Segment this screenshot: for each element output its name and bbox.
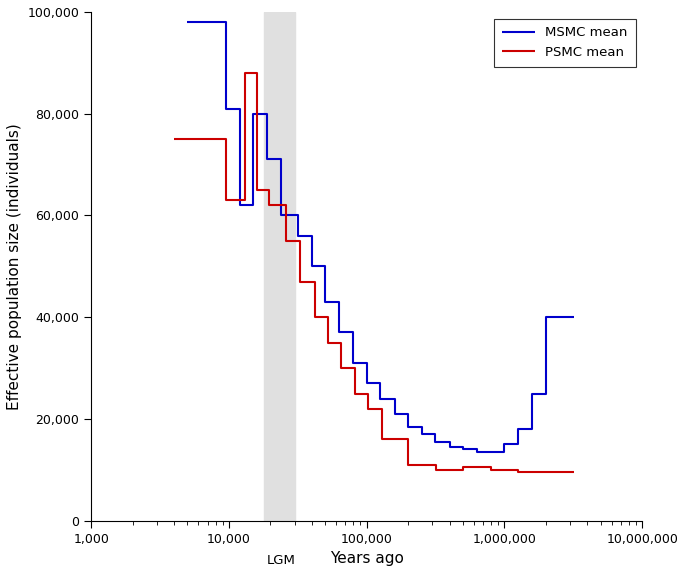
MSMC mean xyxy=(295,233,303,240)
MSMC mean xyxy=(263,156,271,163)
PSMC mean xyxy=(253,187,261,194)
MSMC mean xyxy=(404,410,412,417)
MSMC mean xyxy=(295,212,303,219)
MSMC mean xyxy=(528,426,536,433)
PSMC mean xyxy=(351,364,359,371)
PSMC mean xyxy=(351,390,359,397)
MSMC mean xyxy=(432,431,440,438)
PSMC mean xyxy=(253,69,261,76)
MSMC mean xyxy=(222,105,230,112)
MSMC mean xyxy=(390,395,399,402)
MSMC mean xyxy=(376,395,384,402)
MSMC mean xyxy=(445,444,453,450)
PSMC mean xyxy=(222,136,230,143)
MSMC mean xyxy=(500,441,508,448)
PSMC mean xyxy=(311,278,319,285)
MSMC mean xyxy=(277,156,286,163)
X-axis label: Years ago: Years ago xyxy=(329,551,403,566)
MSMC mean xyxy=(236,105,244,112)
MSMC mean xyxy=(249,110,258,117)
MSMC mean xyxy=(335,329,343,336)
Line: MSMC mean: MSMC mean xyxy=(188,22,574,452)
MSMC mean xyxy=(376,380,384,387)
MSMC mean xyxy=(349,359,358,366)
PSMC mean xyxy=(459,466,467,473)
PSMC mean xyxy=(542,469,550,476)
PSMC mean xyxy=(296,237,304,244)
MSMC mean xyxy=(249,202,258,209)
MSMC mean xyxy=(362,359,371,366)
MSMC mean xyxy=(321,263,329,270)
PSMC mean xyxy=(323,339,332,346)
PSMC mean xyxy=(337,339,345,346)
PSMC mean xyxy=(364,390,373,397)
MSMC mean xyxy=(487,449,495,456)
MSMC mean xyxy=(184,19,192,26)
PSMC mean xyxy=(311,314,319,321)
PSMC mean xyxy=(487,464,495,470)
MSMC mean xyxy=(487,449,495,456)
MSMC mean xyxy=(459,444,467,450)
MSMC mean xyxy=(500,449,508,456)
MSMC mean xyxy=(390,410,399,417)
PSMC mean xyxy=(404,436,412,443)
MSMC mean xyxy=(459,446,467,453)
PSMC mean xyxy=(222,197,230,203)
PSMC mean xyxy=(378,436,386,443)
MSMC mean xyxy=(542,314,550,321)
MSMC mean xyxy=(473,446,481,453)
Bar xyxy=(264,12,295,521)
PSMC mean xyxy=(459,464,467,470)
MSMC mean xyxy=(263,110,271,117)
MSMC mean xyxy=(418,431,426,438)
MSMC mean xyxy=(236,202,244,209)
MSMC mean xyxy=(222,19,230,26)
MSMC mean xyxy=(528,390,536,397)
PSMC mean xyxy=(240,197,249,203)
MSMC mean xyxy=(308,263,316,270)
MSMC mean xyxy=(362,380,371,387)
PSMC mean xyxy=(170,136,178,143)
PSMC mean xyxy=(404,461,412,468)
Legend: MSMC mean, PSMC mean: MSMC mean, PSMC mean xyxy=(494,18,636,67)
MSMC mean xyxy=(514,441,523,448)
PSMC mean xyxy=(265,187,273,194)
PSMC mean xyxy=(240,69,249,76)
MSMC mean xyxy=(308,233,316,240)
MSMC mean xyxy=(473,449,481,456)
PSMC mean xyxy=(337,364,345,371)
PSMC mean xyxy=(514,466,523,473)
PSMC mean xyxy=(487,466,495,473)
PSMC mean xyxy=(323,314,332,321)
MSMC mean xyxy=(349,329,358,336)
PSMC mean xyxy=(378,405,386,412)
MSMC mean xyxy=(404,423,412,430)
MSMC mean xyxy=(335,299,343,305)
MSMC mean xyxy=(542,390,550,397)
PSMC mean xyxy=(364,405,373,412)
PSMC mean xyxy=(282,237,290,244)
PSMC mean xyxy=(432,466,440,473)
PSMC mean xyxy=(542,469,550,476)
Line: PSMC mean: PSMC mean xyxy=(174,73,574,472)
PSMC mean xyxy=(282,202,290,209)
MSMC mean xyxy=(321,299,329,305)
PSMC mean xyxy=(296,278,304,285)
PSMC mean xyxy=(514,469,523,476)
MSMC mean xyxy=(570,314,578,321)
PSMC mean xyxy=(570,469,578,476)
MSMC mean xyxy=(445,438,453,445)
MSMC mean xyxy=(277,212,286,219)
Text: LGM: LGM xyxy=(267,554,296,567)
Y-axis label: Effective population size (individuals): Effective population size (individuals) xyxy=(7,123,22,410)
MSMC mean xyxy=(432,438,440,445)
PSMC mean xyxy=(432,461,440,468)
PSMC mean xyxy=(265,202,273,209)
MSMC mean xyxy=(514,426,523,433)
MSMC mean xyxy=(418,423,426,430)
